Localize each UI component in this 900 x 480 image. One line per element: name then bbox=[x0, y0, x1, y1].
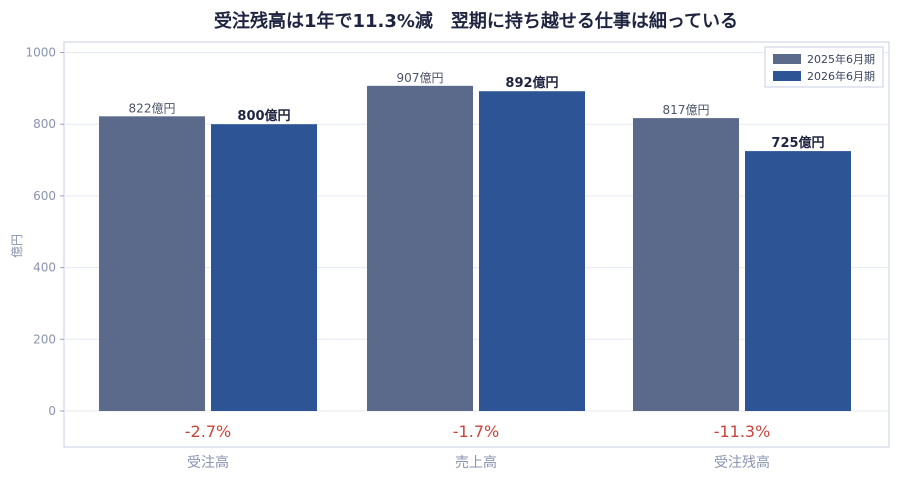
data-label: 817億円 bbox=[663, 103, 710, 117]
legend-label: 2026年6月期 bbox=[807, 69, 875, 83]
data-label: 892億円 bbox=[505, 75, 558, 91]
y-tick-label: 0 bbox=[48, 404, 56, 418]
y-tick-label: 800 bbox=[33, 117, 56, 131]
bar bbox=[745, 151, 851, 411]
change-label: -1.7% bbox=[453, 422, 499, 441]
data-label: 907億円 bbox=[397, 71, 444, 85]
plot-area: 0 200 400 600 800 1000 822億円 800億円 -2.7% 受注高 907億円… bbox=[25, 41, 890, 471]
chart-title: 受注残高は1年で11.3%減 翌期に持ち越せる仕事は細っている bbox=[214, 10, 738, 32]
x-tick-label: 受注残高 bbox=[714, 454, 770, 471]
bar bbox=[367, 85, 473, 411]
legend-swatch bbox=[773, 71, 801, 81]
legend-box bbox=[764, 46, 884, 88]
y-axis-label: 億円 bbox=[10, 234, 24, 258]
bar bbox=[99, 116, 205, 412]
x-tick-label: 受注高 bbox=[187, 454, 229, 471]
bar bbox=[479, 91, 585, 411]
bar bbox=[633, 118, 739, 411]
change-label: -11.3% bbox=[714, 422, 771, 441]
y-tick-label: 400 bbox=[33, 261, 56, 275]
legend-swatch bbox=[773, 54, 801, 64]
data-label: 822億円 bbox=[129, 101, 176, 115]
data-label: 725億円 bbox=[771, 135, 824, 151]
data-label: 800億円 bbox=[237, 108, 290, 124]
bar bbox=[211, 124, 317, 411]
legend-label: 2025年6月期 bbox=[807, 52, 875, 66]
y-tick-label: 1000 bbox=[25, 46, 56, 60]
y-tick-label: 600 bbox=[33, 189, 56, 203]
change-label: -2.7% bbox=[185, 422, 231, 441]
x-tick-label: 売上高 bbox=[455, 454, 497, 471]
y-tick-label: 200 bbox=[33, 332, 56, 346]
